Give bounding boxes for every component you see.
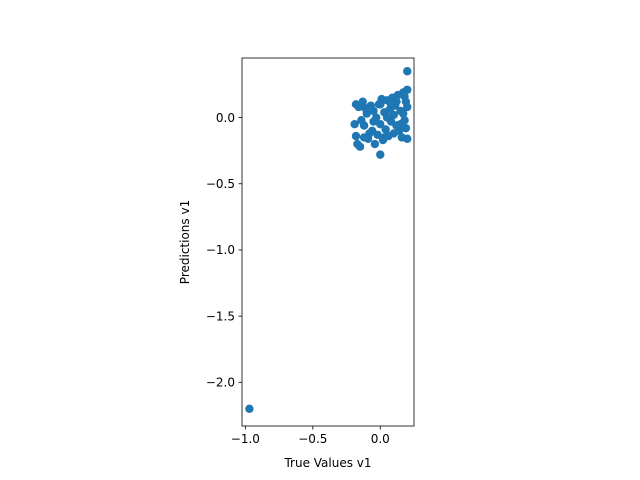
scatter-point — [357, 116, 366, 125]
y-tick-label: −0.5 — [206, 177, 235, 191]
scatter-point — [394, 126, 404, 136]
scatter-point — [403, 134, 412, 143]
scatter-point — [361, 104, 370, 113]
scatter-point — [355, 142, 365, 151]
y-tick-label: −1.5 — [206, 309, 235, 323]
y-axis: −2.0 −1.5 −1.0 −0.5 0.0 — [206, 111, 242, 390]
scatter-point — [403, 85, 412, 94]
x-axis-label: True Values v1 — [283, 456, 371, 470]
x-tick-label: −1.0 — [231, 432, 260, 446]
y-tick-label: −2.0 — [206, 376, 235, 390]
x-tick-label: 0.0 — [371, 432, 390, 446]
scatter-point — [245, 404, 254, 413]
scatter-point — [400, 92, 409, 101]
scatter-point — [369, 106, 378, 116]
scatter-point — [376, 119, 385, 129]
scatter-point — [350, 119, 359, 129]
y-tick-label: 0.0 — [216, 111, 235, 125]
scatter-point — [380, 133, 389, 142]
x-tick-label: −0.5 — [298, 432, 327, 446]
scatter-point — [358, 97, 367, 106]
scatter-point — [386, 100, 396, 109]
scatter-point — [389, 110, 398, 120]
scatter-point — [376, 150, 385, 159]
scatter-point — [373, 130, 382, 139]
scatter-point — [382, 113, 392, 122]
axes-frame — [241, 57, 415, 427]
scatter-point — [381, 125, 390, 134]
scatter-point — [369, 117, 378, 126]
scatter-point — [376, 100, 385, 109]
scatter-point — [359, 133, 369, 142]
scatter-point — [370, 139, 380, 149]
scatter-point — [351, 131, 361, 141]
scatter-point — [399, 109, 408, 118]
y-axis-label: Predictions v1 — [178, 200, 192, 284]
scatter-point — [403, 102, 412, 112]
scatter-point — [403, 67, 412, 76]
y-tick-label: −1.0 — [206, 243, 235, 257]
scatter-points — [245, 67, 412, 413]
x-axis: −1.0 −0.5 0.0 — [231, 426, 390, 446]
scatter-point — [396, 119, 405, 129]
